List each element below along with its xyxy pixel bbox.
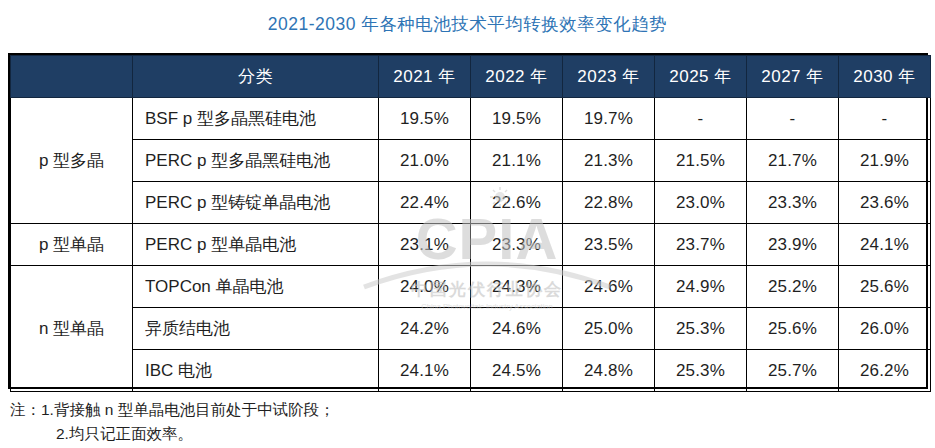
value-cell: 25.6% (839, 266, 931, 308)
efficiency-table-wrap: 分类 2021 年 2022 年 2023 年 2025 年 2027 年 20… (8, 53, 928, 389)
tech-name: IBC 电池 (133, 350, 379, 392)
value-cell: 25.3% (655, 350, 747, 392)
header-year-2021: 2021 年 (379, 56, 471, 98)
value-cell: 23.5% (563, 224, 655, 266)
report-page: 2021-2030 年各种电池技术平均转换效率变化趋势 分类 2021 年 20… (0, 0, 935, 448)
value-cell: 26.2% (839, 350, 931, 392)
efficiency-table: 分类 2021 年 2022 年 2023 年 2025 年 2027 年 20… (10, 55, 931, 392)
value-cell: 22.6% (471, 182, 563, 224)
value-cell: 21.3% (563, 140, 655, 182)
value-cell: 19.5% (379, 98, 471, 140)
notes: 注：1.背接触 n 型单晶电池目前处于中试阶段； 2.均只记正面效率。 (10, 398, 335, 446)
tech-name: PERC p 型单晶电池 (133, 224, 379, 266)
value-cell: 22.4% (379, 182, 471, 224)
tech-name: BSF p 型多晶黑硅电池 (133, 98, 379, 140)
value-cell: 19.5% (471, 98, 563, 140)
header-row: 分类 2021 年 2022 年 2023 年 2025 年 2027 年 20… (11, 56, 931, 98)
group-label-p-multi: p 型多晶 (11, 98, 133, 224)
header-year-2027: 2027 年 (747, 56, 839, 98)
value-cell: - (747, 98, 839, 140)
page-title: 2021-2030 年各种电池技术平均转换效率变化趋势 (0, 12, 935, 36)
header-year-2025: 2025 年 (655, 56, 747, 98)
table-row-perc-mono: p 型单晶 PERC p 型单晶电池 23.1% 23.3% 23.5% 23.… (11, 224, 931, 266)
group-label-n-mono: n 型单晶 (11, 266, 133, 392)
value-cell: - (655, 98, 747, 140)
header-year-2023: 2023 年 (563, 56, 655, 98)
value-cell: 24.9% (655, 266, 747, 308)
value-cell: 26.0% (839, 308, 931, 350)
value-cell: 24.6% (563, 266, 655, 308)
note-line-1: 注：1.背接触 n 型单晶电池目前处于中试阶段； (10, 398, 335, 422)
value-cell: 25.6% (747, 308, 839, 350)
value-cell: 21.0% (379, 140, 471, 182)
table-row-bsf: p 型多晶 BSF p 型多晶黑硅电池 19.5% 19.5% 19.7% - … (11, 98, 931, 140)
value-cell: 21.9% (839, 140, 931, 182)
value-cell: 23.6% (839, 182, 931, 224)
tech-name: 异质结电池 (133, 308, 379, 350)
tech-name: TOPCon 单晶电池 (133, 266, 379, 308)
value-cell: 23.7% (655, 224, 747, 266)
value-cell: 24.3% (471, 266, 563, 308)
value-cell: 25.2% (747, 266, 839, 308)
value-cell: 23.0% (655, 182, 747, 224)
group-label-p-mono: p 型单晶 (11, 224, 133, 266)
value-cell: 21.7% (747, 140, 839, 182)
value-cell: 22.8% (563, 182, 655, 224)
value-cell: 24.0% (379, 266, 471, 308)
header-empty-cell (11, 56, 133, 98)
value-cell: 24.2% (379, 308, 471, 350)
value-cell: 25.0% (563, 308, 655, 350)
value-cell: 25.7% (747, 350, 839, 392)
note-line-2: 2.均只记正面效率。 (10, 422, 335, 446)
table-row-topcon: n 型单晶 TOPCon 单晶电池 24.0% 24.3% 24.6% 24.9… (11, 266, 931, 308)
value-cell: 21.5% (655, 140, 747, 182)
value-cell: 23.1% (379, 224, 471, 266)
header-category: 分类 (133, 56, 379, 98)
value-cell: 23.3% (747, 182, 839, 224)
value-cell: 24.1% (379, 350, 471, 392)
header-year-2022: 2022 年 (471, 56, 563, 98)
tech-name: PERC p 型铸锭单晶电池 (133, 182, 379, 224)
value-cell: 24.5% (471, 350, 563, 392)
value-cell: 23.9% (747, 224, 839, 266)
value-cell: 24.8% (563, 350, 655, 392)
value-cell: 21.1% (471, 140, 563, 182)
value-cell: 24.1% (839, 224, 931, 266)
value-cell: 25.3% (655, 308, 747, 350)
table-row-perc-multi: PERC p 型多晶黑硅电池 21.0% 21.1% 21.3% 21.5% 2… (11, 140, 931, 182)
value-cell: - (839, 98, 931, 140)
header-year-2030: 2030 年 (839, 56, 931, 98)
tech-name: PERC p 型多晶黑硅电池 (133, 140, 379, 182)
table-row-ibc: IBC 电池 24.1% 24.5% 24.8% 25.3% 25.7% 26.… (11, 350, 931, 392)
value-cell: 24.6% (471, 308, 563, 350)
table-row-perc-cast: PERC p 型铸锭单晶电池 22.4% 22.6% 22.8% 23.0% 2… (11, 182, 931, 224)
value-cell: 23.3% (471, 224, 563, 266)
table-row-hjt: 异质结电池 24.2% 24.6% 25.0% 25.3% 25.6% 26.0… (11, 308, 931, 350)
value-cell: 19.7% (563, 98, 655, 140)
